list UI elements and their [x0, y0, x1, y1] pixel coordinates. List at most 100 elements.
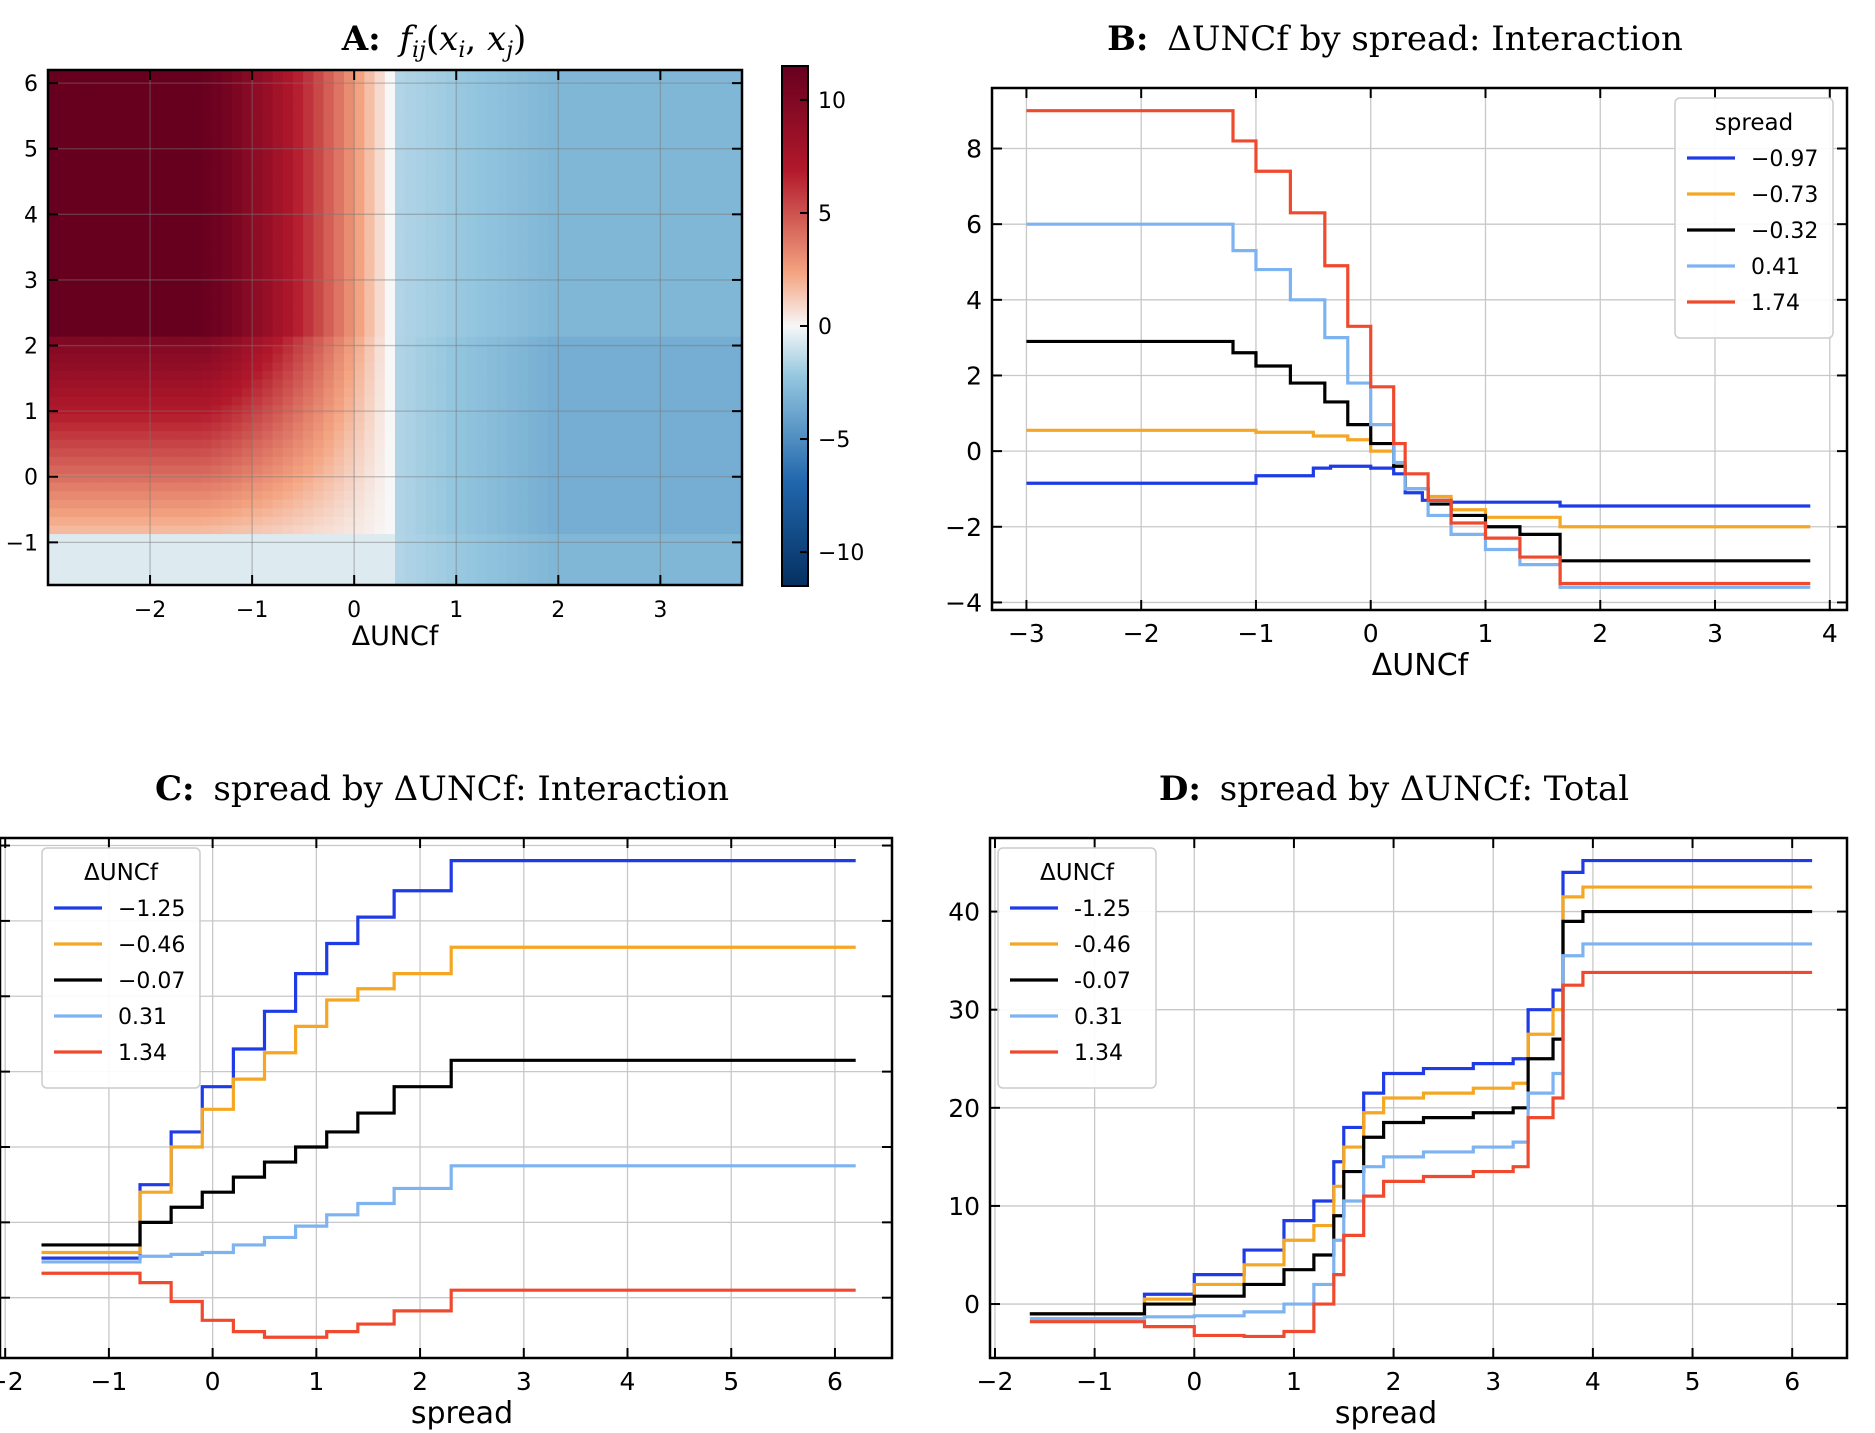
heatmap-cell	[609, 413, 621, 423]
heatmap-cell	[78, 233, 90, 243]
heatmap-cell	[558, 318, 570, 329]
heatmap-cell	[201, 516, 212, 526]
heatmap-cell	[568, 490, 580, 500]
heatmap-cell	[395, 301, 406, 311]
heatmap-cell	[303, 207, 314, 217]
series-line-2	[1029, 885, 1813, 1316]
heatmap-cell	[139, 327, 151, 337]
heatmap-cell	[711, 164, 723, 174]
heatmap-cell	[272, 301, 284, 311]
heatmap-cell	[497, 284, 508, 294]
heatmap-cell	[731, 353, 743, 363]
heatmap-cell	[721, 121, 733, 131]
heatmap-cell	[517, 276, 529, 286]
heatmap-cell	[405, 576, 417, 586]
heatmap-cell	[282, 155, 294, 166]
heatmap-cell	[670, 224, 682, 234]
heatmap-cell	[58, 430, 70, 440]
heatmap-cell	[497, 361, 508, 372]
heatmap-cell	[139, 207, 151, 217]
heatmap-cell	[568, 87, 580, 97]
heatmap-cell	[343, 95, 355, 105]
heatmap-cell	[711, 190, 723, 200]
heatmap-cell	[405, 121, 417, 131]
heatmap-cell	[252, 155, 263, 166]
heatmap-cell	[354, 250, 365, 260]
heatmap-cell	[721, 421, 733, 432]
heatmap-cell	[548, 473, 559, 483]
heatmap-cell	[160, 499, 172, 509]
heatmap-cell	[650, 550, 661, 560]
heatmap-cell	[639, 387, 651, 397]
heatmap-cell	[599, 370, 610, 380]
heatmap-cell	[343, 138, 355, 148]
heatmap-cell	[619, 344, 631, 354]
heatmap-cell	[201, 267, 212, 277]
heatmap-cell	[558, 344, 570, 354]
heatmap-cell	[109, 207, 121, 217]
heatmap-cell	[170, 464, 182, 475]
heatmap-cell	[690, 198, 702, 208]
heatmap-cell	[201, 173, 212, 183]
heatmap-cell	[109, 78, 121, 88]
heatmap-cell	[466, 447, 478, 457]
heatmap-cell	[119, 215, 131, 226]
heatmap-cell	[599, 507, 610, 517]
heatmap-cell	[364, 387, 376, 397]
heatmap-cell	[670, 550, 682, 560]
heatmap-cell	[558, 95, 570, 105]
heatmap-cell	[517, 379, 529, 389]
heatmap-cell	[711, 576, 723, 586]
heatmap-cell	[599, 276, 610, 286]
heatmap-cell	[405, 421, 417, 432]
heatmap-cell	[486, 507, 498, 517]
heatmap-cell	[333, 353, 345, 363]
heatmap-cell	[680, 215, 692, 226]
heatmap-cell	[517, 456, 529, 466]
heatmap-cell	[221, 164, 233, 174]
heatmap-cell	[282, 138, 294, 148]
heatmap-cell	[507, 215, 519, 226]
heatmap-cell	[129, 524, 141, 535]
heatmap-cell	[405, 138, 417, 148]
heatmap-cell	[486, 559, 498, 569]
heatmap-cell	[395, 293, 406, 303]
heatmap-cell	[568, 121, 580, 131]
heatmap-cell	[701, 87, 712, 97]
heatmap-cell	[170, 490, 182, 500]
heatmap-cell	[384, 490, 396, 500]
heatmap-cell	[568, 421, 580, 432]
heatmap-cell	[272, 533, 284, 543]
heatmap-cell	[58, 147, 70, 157]
heatmap-cell	[497, 224, 508, 234]
x-tick-label: 0	[1363, 619, 1379, 648]
heatmap-cell	[129, 241, 141, 251]
heatmap-cell	[568, 499, 580, 509]
heatmap-cell	[231, 490, 243, 500]
heatmap-cell	[629, 482, 641, 492]
heatmap-cell	[405, 241, 417, 251]
heatmap-cell	[395, 104, 406, 114]
heatmap-cell	[323, 387, 335, 397]
heatmap-cell	[119, 318, 131, 329]
heatmap-cell	[272, 379, 284, 389]
heatmap-cell	[619, 353, 631, 363]
heatmap-cell	[252, 207, 263, 217]
heatmap-cell	[99, 224, 110, 234]
heatmap-cell	[639, 250, 651, 260]
legend-entry: 0.41	[1751, 255, 1800, 280]
heatmap-cell	[609, 490, 621, 500]
heatmap-cell	[548, 164, 559, 174]
heatmap-cell	[333, 95, 345, 105]
heatmap-cell	[160, 327, 172, 337]
heatmap-cell	[313, 567, 325, 578]
heatmap-cell	[354, 138, 365, 148]
heatmap-cell	[731, 507, 743, 517]
heatmap-cell	[476, 215, 488, 226]
heatmap-cell	[170, 404, 182, 414]
heatmap-cell	[507, 344, 519, 354]
heatmap-cell	[517, 473, 529, 483]
heatmap-cell	[711, 241, 723, 251]
heatmap-cell	[435, 173, 447, 183]
heatmap-cell	[568, 370, 580, 380]
